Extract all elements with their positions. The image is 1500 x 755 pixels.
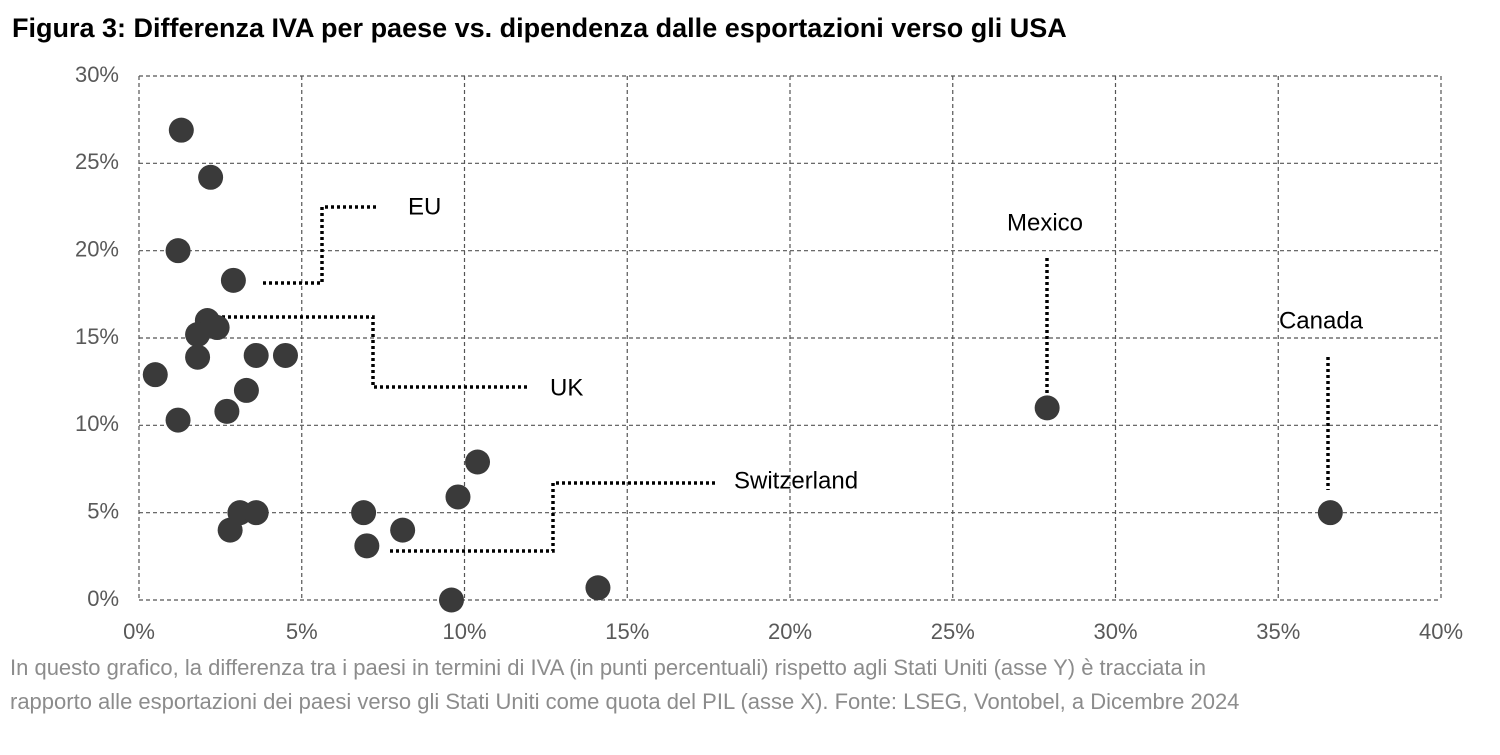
x-tick-label: 25% bbox=[931, 619, 975, 644]
point bbox=[1317, 500, 1343, 526]
point bbox=[272, 342, 298, 368]
point bbox=[465, 449, 491, 475]
y-tick-label: 15% bbox=[75, 324, 119, 349]
point bbox=[390, 517, 416, 543]
point bbox=[445, 484, 471, 510]
annotation: Mexico bbox=[1007, 209, 1083, 236]
annotation: Canada bbox=[1279, 307, 1364, 334]
point bbox=[1034, 395, 1060, 421]
point bbox=[233, 377, 259, 403]
point bbox=[165, 407, 191, 433]
y-tick-label: 30% bbox=[75, 62, 119, 87]
chart-title: Figura 3: Differenza IVA per paese vs. d… bbox=[12, 13, 1067, 43]
annotation: Switzerland bbox=[734, 467, 858, 494]
x-tick-label: 20% bbox=[768, 619, 812, 644]
x-tick-label: 30% bbox=[1093, 619, 1137, 644]
x-tick-label: 40% bbox=[1419, 619, 1463, 644]
point bbox=[243, 342, 269, 368]
caption: In questo grafico, la differenza tra i p… bbox=[10, 655, 1206, 680]
leader-line bbox=[390, 481, 718, 553]
point bbox=[354, 533, 380, 559]
point bbox=[585, 575, 611, 601]
point bbox=[214, 398, 240, 424]
annotation: EU bbox=[408, 193, 441, 220]
leader-line bbox=[263, 205, 378, 285]
point bbox=[438, 587, 464, 613]
point bbox=[204, 315, 230, 341]
annotation: UK bbox=[550, 374, 583, 401]
point bbox=[165, 238, 191, 264]
y-tick-label: 5% bbox=[87, 498, 119, 523]
y-tick-label: 10% bbox=[75, 411, 119, 436]
x-tick-label: 35% bbox=[1256, 619, 1300, 644]
point bbox=[168, 117, 194, 143]
point bbox=[185, 322, 211, 348]
point bbox=[217, 517, 243, 543]
x-tick-label: 15% bbox=[605, 619, 649, 644]
caption: rapporto alle esportazioni dei paesi ver… bbox=[10, 689, 1239, 714]
point bbox=[220, 267, 246, 293]
x-tick-label: 5% bbox=[286, 619, 318, 644]
point bbox=[243, 500, 269, 526]
point bbox=[198, 164, 224, 190]
point bbox=[185, 344, 211, 370]
y-tick-label: 20% bbox=[75, 236, 119, 261]
leader-line bbox=[216, 315, 530, 389]
point bbox=[142, 362, 168, 388]
y-tick-label: 0% bbox=[87, 586, 119, 611]
x-tick-label: 0% bbox=[123, 619, 155, 644]
point bbox=[351, 500, 377, 526]
y-tick-label: 25% bbox=[75, 149, 119, 174]
x-tick-label: 10% bbox=[442, 619, 486, 644]
